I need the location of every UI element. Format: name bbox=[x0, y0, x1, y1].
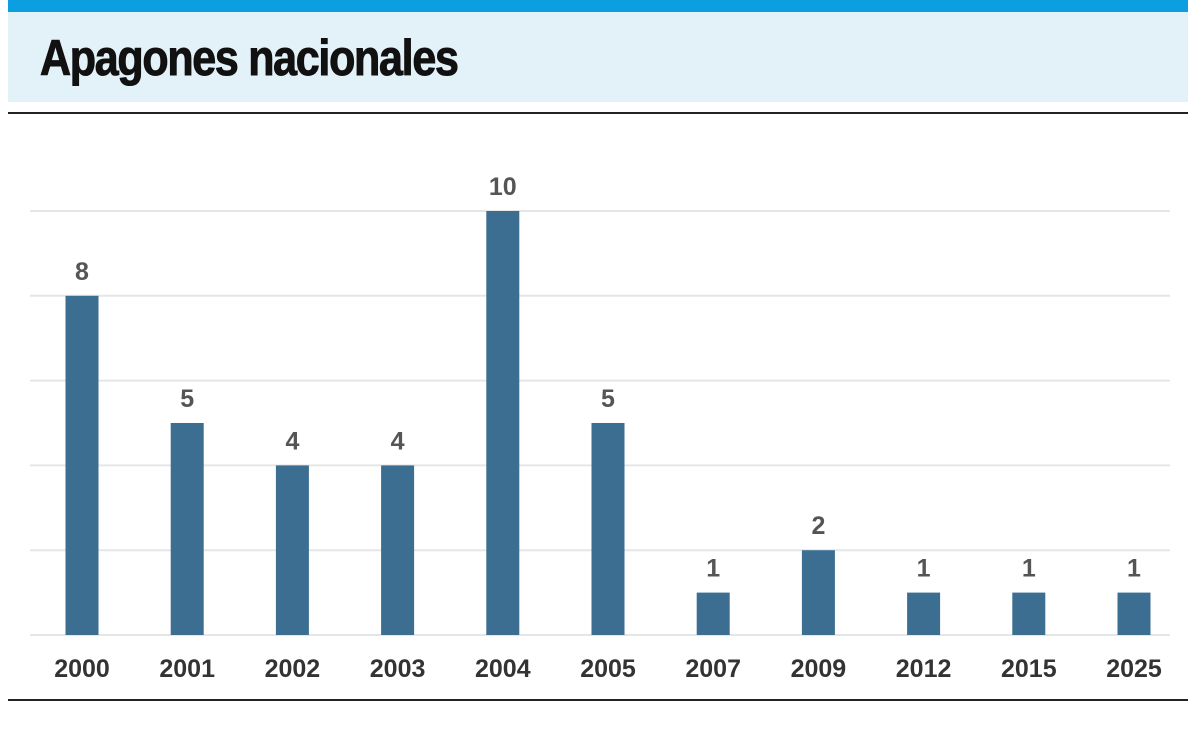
tick-label-2000: 2000 bbox=[54, 655, 110, 683]
bar-2025 bbox=[1117, 592, 1151, 635]
title-band: Apagones nacionales bbox=[8, 12, 1188, 102]
data-label-2007: 1 bbox=[706, 555, 720, 583]
data-label-2004: 10 bbox=[489, 173, 517, 201]
tick-label-2001: 2001 bbox=[159, 655, 215, 683]
tick-label-2015: 2015 bbox=[1001, 655, 1057, 683]
data-label-2009: 2 bbox=[811, 512, 825, 540]
tick-label-2012: 2012 bbox=[896, 655, 952, 683]
bar-2012 bbox=[907, 592, 941, 635]
page-title: Apagones nacionales bbox=[40, 30, 460, 87]
data-label-2003: 4 bbox=[391, 427, 405, 455]
tick-label-2005: 2005 bbox=[580, 655, 636, 683]
bar-2003 bbox=[381, 465, 415, 635]
data-label-2015: 1 bbox=[1022, 555, 1036, 583]
bar-2000 bbox=[65, 295, 99, 635]
data-label-2025: 1 bbox=[1127, 555, 1141, 583]
bar-2015 bbox=[1012, 592, 1046, 635]
data-label-2001: 5 bbox=[180, 385, 194, 413]
bar-2009 bbox=[801, 550, 835, 635]
bar-2002 bbox=[275, 465, 309, 635]
data-label-2000: 8 bbox=[75, 258, 89, 286]
tick-label-2007: 2007 bbox=[685, 655, 741, 683]
bottom-divider bbox=[8, 699, 1188, 701]
tick-label-2009: 2009 bbox=[791, 655, 847, 683]
data-label-2002: 4 bbox=[285, 427, 299, 455]
bar-2005 bbox=[591, 423, 625, 635]
bar-2001 bbox=[170, 423, 204, 635]
x-axis-tick-labels: 2000 2001 2002 2003 2004 2005 2007 2009 2012 2015… bbox=[54, 655, 1162, 683]
tick-label-2025: 2025 bbox=[1106, 655, 1162, 683]
tick-label-2003: 2003 bbox=[370, 655, 426, 683]
data-label-2005: 5 bbox=[601, 385, 615, 413]
bar-2004 bbox=[486, 211, 520, 635]
bars bbox=[65, 211, 1151, 635]
tick-label-2004: 2004 bbox=[475, 655, 531, 683]
data-label-2012: 1 bbox=[917, 555, 931, 583]
data-labels: 8 5 4 4 10 5 1 2 1 1 1 bbox=[75, 173, 1141, 583]
top-divider bbox=[8, 112, 1188, 114]
top-accent-bar bbox=[8, 0, 1188, 12]
bar-2007 bbox=[696, 592, 730, 635]
tick-label-2002: 2002 bbox=[265, 655, 321, 683]
